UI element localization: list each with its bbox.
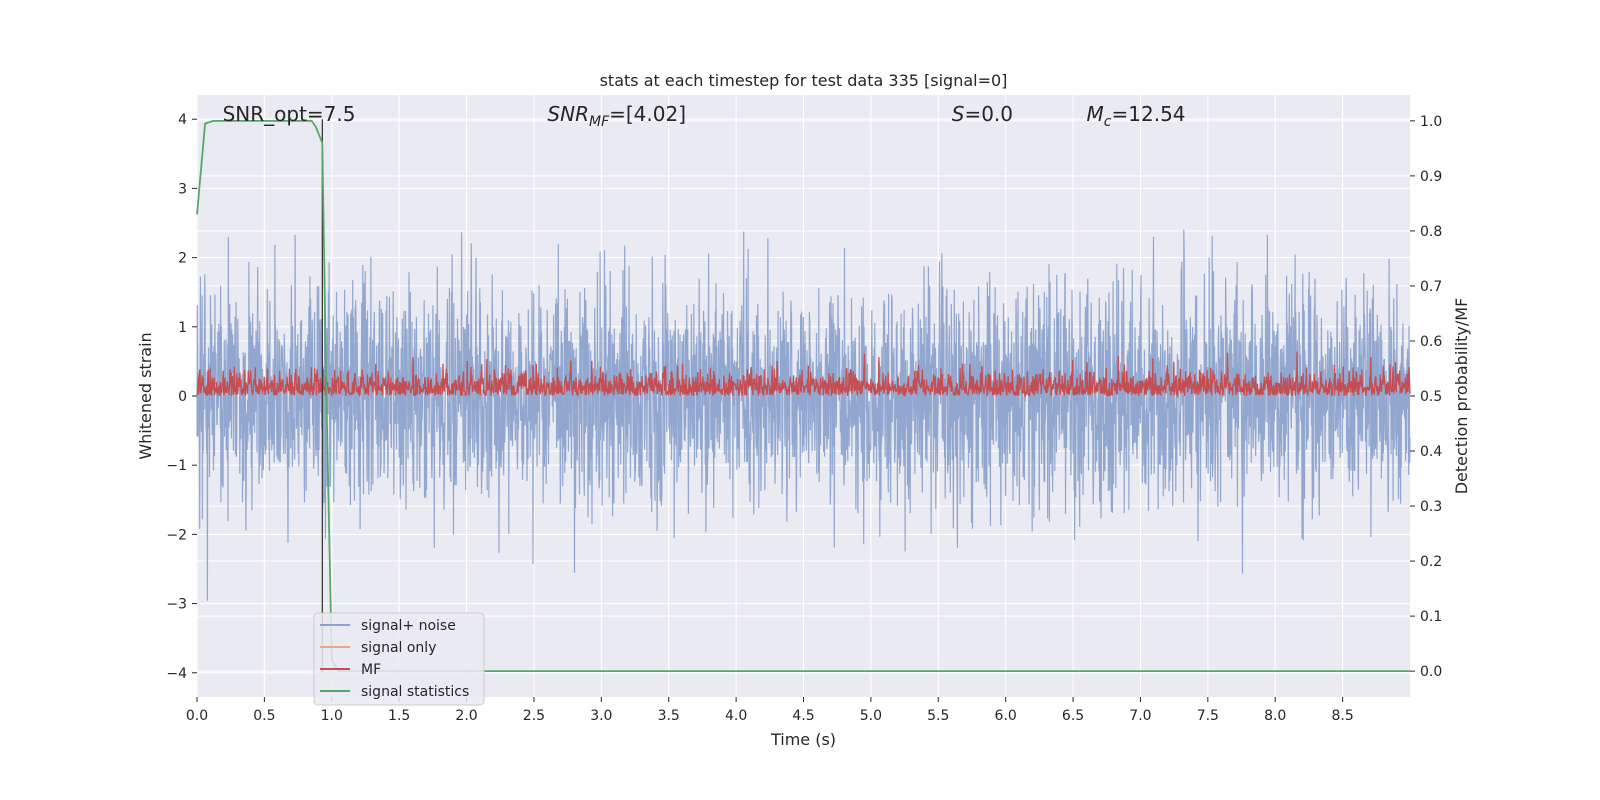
y-tick-label: −3: [166, 597, 187, 613]
x-tick-label: 3.0: [590, 708, 612, 724]
x-tick-label: 6.5: [1062, 708, 1084, 724]
x-tick-label: 5.5: [927, 708, 949, 724]
legend-box: [313, 612, 485, 706]
y-axis-label: Whitened strain: [136, 332, 155, 459]
legend: signal+ noise signal only MF signal statist…: [313, 612, 485, 706]
y2-tick-label: 0.1: [1420, 609, 1442, 625]
y-tick-label: 1: [178, 320, 187, 336]
x-tick-label: 2.0: [455, 708, 477, 724]
legend-label: signal+ noise: [361, 618, 456, 634]
annotation-1: SNRMF=[4.02]: [547, 102, 686, 130]
annotation-0: SNR_opt=7.5: [223, 102, 356, 126]
y2-axis-ticks: 1.0 0.9 0.8 0.7 0.6 0.5 0.4 0.3 0.2 0.1 0.0: [1410, 114, 1442, 680]
annotation-2: S=0.0: [952, 102, 1013, 126]
x-tick-label: 7.0: [1129, 708, 1151, 724]
y2-tick-label: 0.3: [1420, 499, 1442, 515]
y2-tick-label: 1.0: [1420, 114, 1442, 130]
x-tick-label: 0.5: [253, 708, 275, 724]
y2-axis-label: Detection probability/MF: [1452, 298, 1471, 495]
x-tick-label: 0.0: [186, 708, 208, 724]
y2-tick-label: 0.7: [1420, 279, 1442, 295]
annotation-3: Mc=12.54: [1087, 102, 1186, 130]
y-axis-ticks: 4 3 2 1 0 −1 −2 −3 −4: [166, 112, 197, 682]
legend-label: signal only: [361, 640, 436, 656]
x-tick-label: 8.0: [1264, 708, 1286, 724]
y2-tick-label: 0.2: [1420, 554, 1442, 570]
y-tick-label: 0: [178, 389, 187, 405]
legend-label: MF: [361, 662, 381, 678]
mf-line: [196, 351, 1411, 399]
y2-tick-label: 0.5: [1420, 389, 1442, 405]
x-tick-label: 8.5: [1331, 708, 1353, 724]
y2-tick-label: 0.0: [1420, 664, 1442, 680]
legend-label: signal statistics: [361, 684, 469, 700]
x-tick-label: 5.0: [860, 708, 882, 724]
y-tick-label: 3: [178, 181, 187, 197]
x-tick-label: 1.0: [321, 708, 343, 724]
annotations: SNR_opt=7.5 SNRMF=[4.02] S=0.0 Mc=12.54: [223, 102, 1186, 130]
y-tick-label: 2: [178, 251, 187, 267]
y-tick-label: −4: [166, 666, 187, 682]
series-mf: [196, 351, 1411, 399]
x-tick-label: 2.5: [523, 708, 545, 724]
x-axis-ticks: 0.0 0.5 1.0 1.5 2.0 2.5 3.0 3.5 4.0 4.5 5.0 5.5 6.0 6…: [186, 697, 1354, 724]
x-tick-label: 4.0: [725, 708, 747, 724]
y2-tick-label: 0.6: [1420, 334, 1442, 350]
y2-tick-label: 0.8: [1420, 224, 1442, 240]
x-tick-label: 3.5: [658, 708, 680, 724]
y-tick-label: 4: [178, 112, 187, 128]
chart-title: stats at each timestep for test data 335…: [600, 71, 1008, 90]
x-axis-label: Time (s): [770, 730, 836, 749]
y-tick-label: −1: [166, 458, 187, 474]
x-tick-label: 7.5: [1197, 708, 1219, 724]
x-tick-label: 1.5: [388, 708, 410, 724]
y-tick-label: −2: [166, 527, 187, 543]
x-tick-label: 4.5: [792, 708, 814, 724]
y2-tick-label: 0.4: [1420, 444, 1442, 460]
x-tick-label: 6.0: [995, 708, 1017, 724]
y2-tick-label: 0.9: [1420, 169, 1442, 185]
